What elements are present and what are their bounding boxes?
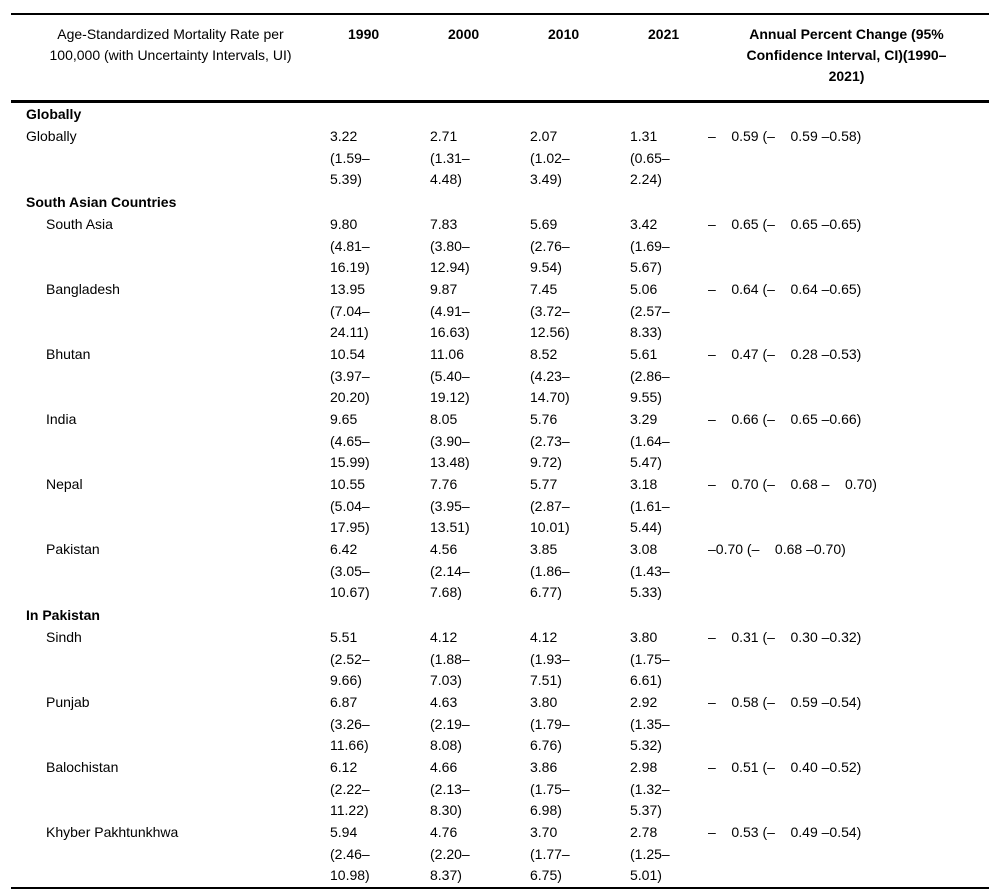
column-header-mortality-rate: Age-Standardized Mortality Rate per 100,… [49,26,292,63]
table-top-rule [11,13,989,15]
table-bottom-rule [11,887,989,889]
table-header-row: Age-Standardized Mortality Rate per 100,… [11,15,989,100]
value-2021: 3.29 (1.64– 5.47) [630,411,670,471]
value-2010: 3.70 (1.77– 6.75) [530,824,570,884]
value-apc: – 0.53 (– 0.49 –0.54) [708,824,862,840]
table-row-south-asia: South Asia 9.80 (4.81– 16.19) 7.83 (3.80… [11,214,989,279]
value-2000: 4.76 (2.20– 8.37) [430,824,470,884]
value-2000: 7.76 (3.95– 13.51) [430,476,470,536]
value-2000: 8.05 (3.90– 13.48) [430,411,470,471]
value-1990: 5.51 (2.52– 9.66) [330,629,370,689]
row-label: Khyber Pakhtunkhwa [46,824,179,840]
value-apc: – 0.59 (– 0.59 –0.58) [708,128,862,144]
value-2000: 11.06 (5.40– 19.12) [430,346,470,406]
column-header-2021: 2021 [648,26,680,42]
column-header-1990: 1990 [348,26,380,42]
row-label: Balochistan [46,759,119,775]
value-2010: 3.80 (1.79– 6.76) [530,694,570,754]
column-header-2000: 2000 [448,26,480,42]
mortality-table: Age-Standardized Mortality Rate per 100,… [11,0,989,889]
value-2021: 1.31 (0.65– 2.24) [630,128,670,188]
value-1990: 6.87 (3.26– 11.66) [330,694,370,754]
value-2021: 5.06 (2.57– 8.33) [630,281,670,341]
column-header-2010: 2010 [548,26,580,42]
table-row-pakistan: Pakistan 6.42 (3.05– 10.67) 4.56 (2.14– … [11,539,989,604]
value-2021: 2.78 (1.25– 5.01) [630,824,670,884]
row-label: India [46,411,77,427]
value-apc: – 0.70 (– 0.68 – 0.70) [708,476,877,492]
value-1990: 10.54 (3.97– 20.20) [330,346,370,406]
value-2000: 4.56 (2.14– 7.68) [430,541,470,601]
value-1990: 9.65 (4.65– 15.99) [330,411,370,471]
row-label: Pakistan [46,541,100,557]
value-2010: 2.07 (1.02– 3.49) [530,128,570,188]
table-row-bhutan: Bhutan 10.54 (3.97– 20.20) 11.06 (5.40– … [11,344,989,409]
table-row-nepal: Nepal 10.55 (5.04– 17.95) 7.76 (3.95– 13… [11,474,989,539]
value-2000: 4.66 (2.13– 8.30) [430,759,470,819]
value-2010: 5.76 (2.73– 9.72) [530,411,570,471]
table-row-punjab: Punjab 6.87 (3.26– 11.66) 4.63 (2.19– 8.… [11,692,989,757]
value-apc: – 0.58 (– 0.59 –0.54) [708,694,862,710]
column-header-annual-percent-change: Annual Percent Change (95% Confidence In… [746,26,947,84]
row-label: Globally [26,128,77,144]
row-label: Nepal [46,476,83,492]
value-2021: 2.92 (1.35– 5.32) [630,694,670,754]
row-label: Bhutan [46,346,91,362]
value-2021: 2.98 (1.32– 5.37) [630,759,670,819]
table-row-khyber-pakhtunkhwa: Khyber Pakhtunkhwa 5.94 (2.46– 10.98) 4.… [11,822,989,887]
value-2000: 4.12 (1.88– 7.03) [430,629,470,689]
value-2010: 5.69 (2.76– 9.54) [530,216,570,276]
value-1990: 6.12 (2.22– 11.22) [330,759,370,819]
value-apc: – 0.47 (– 0.28 –0.53) [708,346,862,362]
value-2021: 3.18 (1.61– 5.44) [630,476,670,536]
value-2010: 3.85 (1.86– 6.77) [530,541,570,601]
value-2000: 9.87 (4.91– 16.63) [430,281,470,341]
row-label: Sindh [46,629,82,645]
section-header-globally: Globally [26,106,82,122]
table-row-balochistan: Balochistan 6.12 (2.22– 11.22) 4.66 (2.1… [11,757,989,822]
row-label: Bangladesh [46,281,120,297]
value-2000: 2.71 (1.31– 4.48) [430,128,470,188]
value-apc: – 0.65 (– 0.65 –0.65) [708,216,862,232]
value-1990: 6.42 (3.05– 10.67) [330,541,370,601]
value-apc: – 0.31 (– 0.30 –0.32) [708,629,862,645]
value-1990: 10.55 (5.04– 17.95) [330,476,370,536]
value-apc: – 0.66 (– 0.65 –0.66) [708,411,862,427]
value-2010: 5.77 (2.87– 10.01) [530,476,570,536]
value-1990: 13.95 (7.04– 24.11) [330,281,370,341]
table-row-globally: Globally 3.22 (1.59– 5.39) 2.71 (1.31– 4… [11,126,989,191]
value-2021: 3.80 (1.75– 6.61) [630,629,670,689]
row-label: South Asia [46,216,113,232]
table-row-bangladesh: Bangladesh 13.95 (7.04– 24.11) 9.87 (4.9… [11,279,989,344]
value-2021: 3.42 (1.69– 5.67) [630,216,670,276]
value-2021: 3.08 (1.43– 5.33) [630,541,670,601]
value-2010: 3.86 (1.75– 6.98) [530,759,570,819]
table-row-india: India 9.65 (4.65– 15.99) 8.05 (3.90– 13.… [11,409,989,474]
row-label: Punjab [46,694,90,710]
value-1990: 3.22 (1.59– 5.39) [330,128,370,188]
value-1990: 9.80 (4.81– 16.19) [330,216,370,276]
value-apc: – 0.51 (– 0.40 –0.52) [708,759,862,775]
section-header-in-pakistan: In Pakistan [26,607,100,623]
value-2010: 8.52 (4.23– 14.70) [530,346,570,406]
table-header-rule [11,100,989,103]
value-2010: 7.45 (3.72– 12.56) [530,281,570,341]
value-1990: 5.94 (2.46– 10.98) [330,824,370,884]
value-apc: –0.70 (– 0.68 –0.70) [708,541,846,557]
section-header-south-asian-countries: South Asian Countries [26,194,177,210]
value-2021: 5.61 (2.86– 9.55) [630,346,670,406]
value-2000: 4.63 (2.19– 8.08) [430,694,470,754]
value-2010: 4.12 (1.93– 7.51) [530,629,570,689]
value-apc: – 0.64 (– 0.64 –0.65) [708,281,862,297]
table-row-sindh: Sindh 5.51 (2.52– 9.66) 4.12 (1.88– 7.03… [11,627,989,692]
value-2000: 7.83 (3.80– 12.94) [430,216,470,276]
